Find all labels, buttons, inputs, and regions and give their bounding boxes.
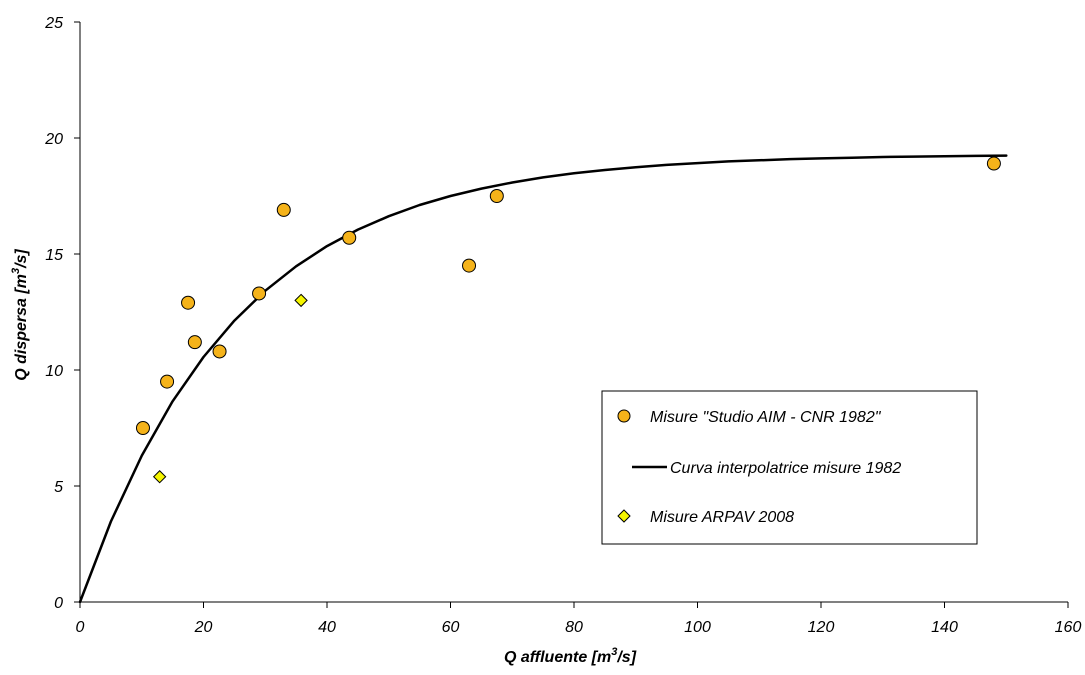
- point-aim-1982: [212, 344, 227, 359]
- y-axis-title: Q dispersa [m3/s]: [10, 249, 30, 381]
- plot-series: [78, 154, 1008, 604]
- y-tick-label: 5: [54, 479, 63, 496]
- y-ticks: 0 5 10 15 20 25: [44, 15, 80, 612]
- x-ticks: 0 20 40 60 80 100 120 140 160: [76, 602, 1082, 636]
- x-tick-label: 0: [76, 619, 85, 636]
- axes: 0 20 40 60 80 100 120 140 160 0 5 10 15 20 25: [44, 15, 1081, 636]
- point-aim-1982: [276, 202, 291, 217]
- y-tick-label: 15: [45, 247, 63, 264]
- y-axis-title-end: /s]: [13, 249, 30, 269]
- point-aim-1982: [489, 189, 504, 203]
- x-axis-title-sup: 3: [611, 646, 617, 658]
- legend-label-aim-1982: Misure "Studio AIM - CNR 1982": [650, 409, 882, 426]
- y-tick-label: 10: [45, 363, 63, 380]
- y-tick-label: 20: [44, 131, 63, 148]
- point-aim-1982: [462, 258, 477, 273]
- x-tick-label: 20: [194, 619, 213, 636]
- point-arpav-2008: [294, 293, 308, 308]
- x-tick-label: 100: [684, 619, 711, 636]
- legend-label-arpav-2008: Misure ARPAV 2008: [650, 509, 794, 526]
- point-aim-1982: [252, 286, 267, 301]
- x-axis-title-end: /s]: [616, 649, 636, 666]
- y-tick-label: 0: [54, 595, 63, 612]
- x-tick-label: 60: [442, 619, 460, 636]
- legend-marker-arpav-2008: [617, 509, 631, 523]
- point-arpav-2008: [152, 470, 167, 484]
- x-axis-title: Q affluente [m3/s]: [504, 646, 637, 666]
- legend-label-curve-1982: Curva interpolatrice misure 1982: [670, 460, 901, 477]
- legend-marker-aim-1982: [617, 409, 631, 423]
- x-tick-label: 140: [931, 619, 958, 636]
- point-aim-1982: [160, 374, 175, 389]
- y-axis-title-base: Q dispersa [m: [13, 274, 30, 381]
- point-aim-1982: [135, 421, 150, 435]
- x-tick-label: 40: [318, 619, 336, 636]
- point-aim-1982: [187, 335, 202, 350]
- x-tick-label: 160: [1055, 619, 1082, 636]
- x-tick-label: 80: [565, 619, 583, 636]
- y-axis-title-sup: 3: [10, 268, 22, 274]
- point-aim-1982: [181, 295, 196, 310]
- curve-interpolatrice-1982: [78, 154, 1008, 604]
- y-tick-label: 25: [44, 15, 63, 32]
- point-aim-1982: [342, 230, 357, 245]
- legend: Misure "Studio AIM - CNR 1982" Curva int…: [601, 390, 978, 545]
- x-tick-label: 120: [808, 619, 835, 636]
- x-axis-title-base: Q affluente [m: [504, 649, 611, 666]
- point-aim-1982: [986, 156, 1001, 171]
